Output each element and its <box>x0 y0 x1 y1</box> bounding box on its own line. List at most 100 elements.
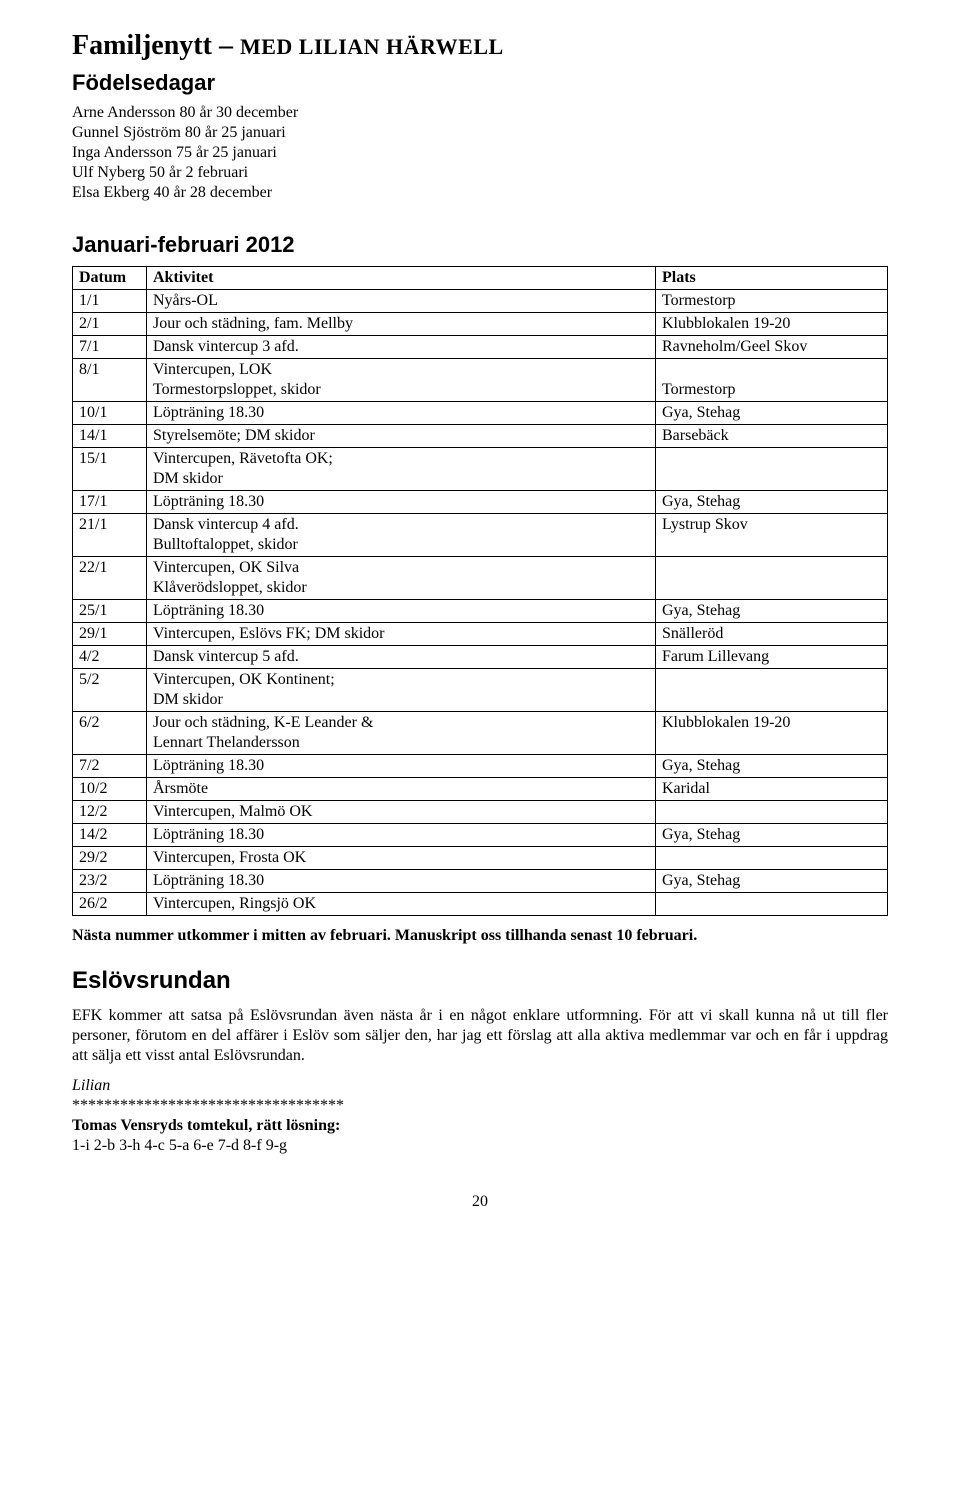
table-cell <box>656 557 888 600</box>
table-cell: 21/1 <box>73 514 147 557</box>
table-row: 10/1Löpträning 18.30Gya, Stehag <box>73 402 888 425</box>
table-cell: Lystrup Skov <box>656 514 888 557</box>
table-cell: 5/2 <box>73 669 147 712</box>
table-cell: 7/1 <box>73 336 147 359</box>
table-row: 25/1Löpträning 18.30Gya, Stehag <box>73 600 888 623</box>
table-cell: Gya, Stehag <box>656 824 888 847</box>
table-row: 7/2Löpträning 18.30Gya, Stehag <box>73 755 888 778</box>
table-cell: Vintercupen, Eslövs FK; DM skidor <box>147 623 656 646</box>
table-row: 2/1Jour och städning, fam. MellbyKlubblo… <box>73 313 888 336</box>
table-row: 12/2Vintercupen, Malmö OK <box>73 801 888 824</box>
table-cell: Löpträning 18.30 <box>147 491 656 514</box>
table-cell: Tormestorp <box>656 290 888 313</box>
table-cell: Vintercupen, Ringsjö OK <box>147 893 656 916</box>
birthday-line: Inga Andersson 75 år 25 januari <box>72 143 888 163</box>
title-author: MED LILIAN HÄRWELL <box>240 34 504 59</box>
table-cell: 25/1 <box>73 600 147 623</box>
table-cell: Gya, Stehag <box>656 755 888 778</box>
table-row: 10/2ÅrsmöteKaridal <box>73 778 888 801</box>
table-cell: 1/1 <box>73 290 147 313</box>
table-row: 29/2Vintercupen, Frosta OK <box>73 847 888 870</box>
table-cell: Löpträning 18.30 <box>147 824 656 847</box>
col-activity: Aktivitet <box>147 267 656 290</box>
table-cell: Löpträning 18.30 <box>147 402 656 425</box>
table-row: 14/1Styrelsemöte; DM skidorBarsebäck <box>73 425 888 448</box>
table-cell: Farum Lillevang <box>656 646 888 669</box>
table-row: 7/1Dansk vintercup 3 afd.Ravneholm/Geel … <box>73 336 888 359</box>
puzzle-heading: Tomas Vensryds tomtekul, rätt lösning: <box>72 1116 888 1136</box>
col-place: Plats <box>656 267 888 290</box>
table-cell <box>656 448 888 491</box>
birthday-line: Arne Andersson 80 år 30 december <box>72 103 888 123</box>
next-issue-note: Nästa nummer utkommer i mitten av februa… <box>72 926 888 946</box>
table-cell: 29/1 <box>73 623 147 646</box>
page-title: Familjenytt – MED LILIAN HÄRWELL <box>72 28 888 63</box>
table-cell <box>656 669 888 712</box>
table-cell: Dansk vintercup 5 afd. <box>147 646 656 669</box>
table-cell: Tormestorp <box>656 359 888 402</box>
table-cell <box>656 893 888 916</box>
table-cell: Nyårs-OL <box>147 290 656 313</box>
table-cell: Löpträning 18.30 <box>147 755 656 778</box>
table-cell: 22/1 <box>73 557 147 600</box>
page-number: 20 <box>72 1192 888 1212</box>
table-cell: Gya, Stehag <box>656 600 888 623</box>
table-cell: 2/1 <box>73 313 147 336</box>
birthdays-heading: Födelsedagar <box>72 69 888 97</box>
table-cell: Klubblokalen 19-20 <box>656 313 888 336</box>
birthday-line: Gunnel Sjöström 80 år 25 januari <box>72 123 888 143</box>
table-cell: Löpträning 18.30 <box>147 600 656 623</box>
table-cell: 26/2 <box>73 893 147 916</box>
table-cell: 23/2 <box>73 870 147 893</box>
table-row: 14/2Löpträning 18.30Gya, Stehag <box>73 824 888 847</box>
table-cell: Vintercupen, Rävetofta OK; DM skidor <box>147 448 656 491</box>
table-row: 6/2Jour och städning, K-E Leander & Lenn… <box>73 712 888 755</box>
table-row: 8/1Vintercupen, LOK Tormestorpsloppet, s… <box>73 359 888 402</box>
table-cell: Dansk vintercup 4 afd. Bulltoftaloppet, … <box>147 514 656 557</box>
table-cell: 10/2 <box>73 778 147 801</box>
signature: Lilian <box>72 1076 888 1096</box>
table-cell: Styrelsemöte; DM skidor <box>147 425 656 448</box>
eslov-body: EFK kommer att satsa på Eslövsrundan äve… <box>72 1006 888 1066</box>
table-row: 17/1Löpträning 18.30Gya, Stehag <box>73 491 888 514</box>
table-cell: Löpträning 18.30 <box>147 870 656 893</box>
table-row: 5/2Vintercupen, OK Kontinent; DM skidor <box>73 669 888 712</box>
table-cell: 29/2 <box>73 847 147 870</box>
table-cell: Vintercupen, OK Kontinent; DM skidor <box>147 669 656 712</box>
table-cell: Ravneholm/Geel Skov <box>656 336 888 359</box>
separator-stars: ********************************** <box>72 1096 888 1116</box>
table-cell: 17/1 <box>73 491 147 514</box>
table-cell <box>656 847 888 870</box>
table-cell: 14/2 <box>73 824 147 847</box>
table-cell: 6/2 <box>73 712 147 755</box>
table-cell: 12/2 <box>73 801 147 824</box>
schedule-table: Datum Aktivitet Plats 1/1Nyårs-OLTormest… <box>72 266 888 916</box>
table-cell: Vintercupen, Frosta OK <box>147 847 656 870</box>
table-cell <box>656 801 888 824</box>
table-row: 23/2Löpträning 18.30Gya, Stehag <box>73 870 888 893</box>
eslov-heading: Eslövsrundan <box>72 966 888 996</box>
table-row: 21/1Dansk vintercup 4 afd. Bulltoftalopp… <box>73 514 888 557</box>
table-cell: Jour och städning, K-E Leander & Lennart… <box>147 712 656 755</box>
table-cell: Gya, Stehag <box>656 870 888 893</box>
table-cell: Snälleröd <box>656 623 888 646</box>
table-cell: Årsmöte <box>147 778 656 801</box>
title-prefix: Familjenytt – <box>72 30 240 61</box>
birthdays-list: Arne Andersson 80 år 30 decemberGunnel S… <box>72 103 888 203</box>
birthday-line: Ulf Nyberg 50 år 2 februari <box>72 163 888 183</box>
table-row: 22/1Vintercupen, OK Silva Klåverödsloppe… <box>73 557 888 600</box>
table-cell: 7/2 <box>73 755 147 778</box>
table-cell: 10/1 <box>73 402 147 425</box>
table-cell: Karidal <box>656 778 888 801</box>
table-cell: Dansk vintercup 3 afd. <box>147 336 656 359</box>
table-cell: 8/1 <box>73 359 147 402</box>
table-row: 1/1Nyårs-OLTormestorp <box>73 290 888 313</box>
col-date: Datum <box>73 267 147 290</box>
table-cell: 15/1 <box>73 448 147 491</box>
table-cell: Vintercupen, LOK Tormestorpsloppet, skid… <box>147 359 656 402</box>
birthday-line: Elsa Ekberg 40 år 28 december <box>72 183 888 203</box>
table-row: 26/2Vintercupen, Ringsjö OK <box>73 893 888 916</box>
table-cell: Gya, Stehag <box>656 402 888 425</box>
table-cell: Vintercupen, OK Silva Klåverödsloppet, s… <box>147 557 656 600</box>
puzzle-solution: 1-i 2-b 3-h 4-c 5-a 6-e 7-d 8-f 9-g <box>72 1136 888 1156</box>
